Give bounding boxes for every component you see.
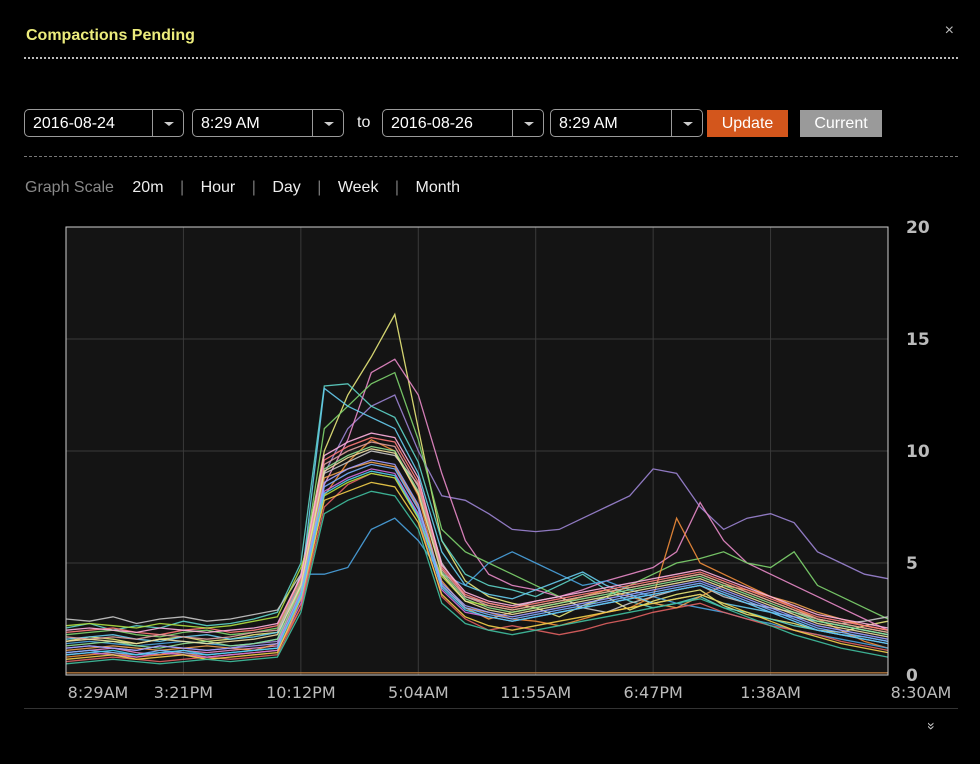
end-date-select[interactable]: 2016-08-26 [382, 109, 544, 137]
end-time-dropdown[interactable] [671, 110, 702, 136]
series-line-13 [65, 481, 889, 660]
plot-border [65, 226, 889, 676]
graph-scale: Graph Scale 20m | Hour | Day | Week | Mo… [25, 179, 460, 196]
end-time-value: 8:29 AM [559, 115, 618, 132]
scale-option-week[interactable]: Week [337, 179, 379, 196]
series-line-20 [65, 432, 889, 634]
scale-option-day[interactable]: Day [272, 179, 301, 196]
series-line-19 [65, 459, 889, 652]
scale-option-hour[interactable]: Hour [200, 179, 236, 196]
y-tick-label: 20 [906, 218, 930, 238]
series-line-8 [65, 450, 889, 625]
series-line-10 [65, 387, 889, 643]
y-tick-label: 0 [906, 666, 918, 686]
start-time-dropdown[interactable] [312, 110, 343, 136]
expand-icon[interactable]: » [923, 722, 940, 730]
start-time-select[interactable]: 8:29 AM [192, 109, 344, 137]
series-line-7 [65, 472, 889, 663]
chevron-down-icon [164, 122, 174, 126]
chevron-down-icon [683, 122, 693, 126]
start-time-value: 8:29 AM [201, 115, 260, 132]
x-tick-label: 6:47PM [623, 683, 682, 702]
y-tick-label: 5 [906, 554, 918, 574]
end-date-value: 2016-08-26 [391, 115, 473, 132]
update-button[interactable]: Update [707, 110, 788, 137]
x-tick-label: 8:29AM [68, 683, 129, 702]
series-line-21 [65, 470, 889, 656]
series-line-0 [65, 312, 889, 645]
chevron-down-icon [524, 122, 534, 126]
graph-scale-label: Graph Scale [25, 179, 114, 196]
scale-option-month[interactable]: Month [415, 179, 460, 196]
start-date-value: 2016-08-24 [33, 115, 115, 132]
end-date-dropdown[interactable] [512, 110, 543, 136]
start-date-dropdown[interactable] [152, 110, 183, 136]
to-label: to [357, 114, 371, 131]
x-tick-label: 10:12PM [266, 683, 336, 702]
x-tick-label: 1:38AM [740, 683, 801, 702]
chevron-down-icon [324, 122, 334, 126]
x-tick-label: 5:04AM [388, 683, 449, 702]
x-tick-label: 8:30AM [891, 683, 952, 702]
series-line-22 [65, 448, 889, 645]
title-divider [24, 57, 958, 59]
x-tick-label: 11:55AM [500, 683, 571, 702]
current-button[interactable]: Current [800, 110, 882, 137]
bottom-divider [24, 708, 958, 709]
start-date-select[interactable]: 2016-08-24 [24, 109, 184, 137]
scale-option-20m[interactable]: 20m [132, 179, 164, 196]
series-line-4 [65, 371, 889, 638]
end-time-select[interactable]: 8:29 AM [550, 109, 703, 137]
x-tick-label: 3:21PM [154, 683, 213, 702]
series-line-17 [65, 490, 889, 665]
panel-title: Compactions Pending [26, 27, 195, 44]
controls-divider [24, 156, 958, 157]
series-line-14 [65, 436, 889, 636]
y-tick-label: 10 [906, 442, 930, 462]
series-line-18 [65, 441, 889, 640]
close-icon[interactable]: × [944, 22, 954, 39]
y-tick-label: 15 [906, 330, 930, 350]
